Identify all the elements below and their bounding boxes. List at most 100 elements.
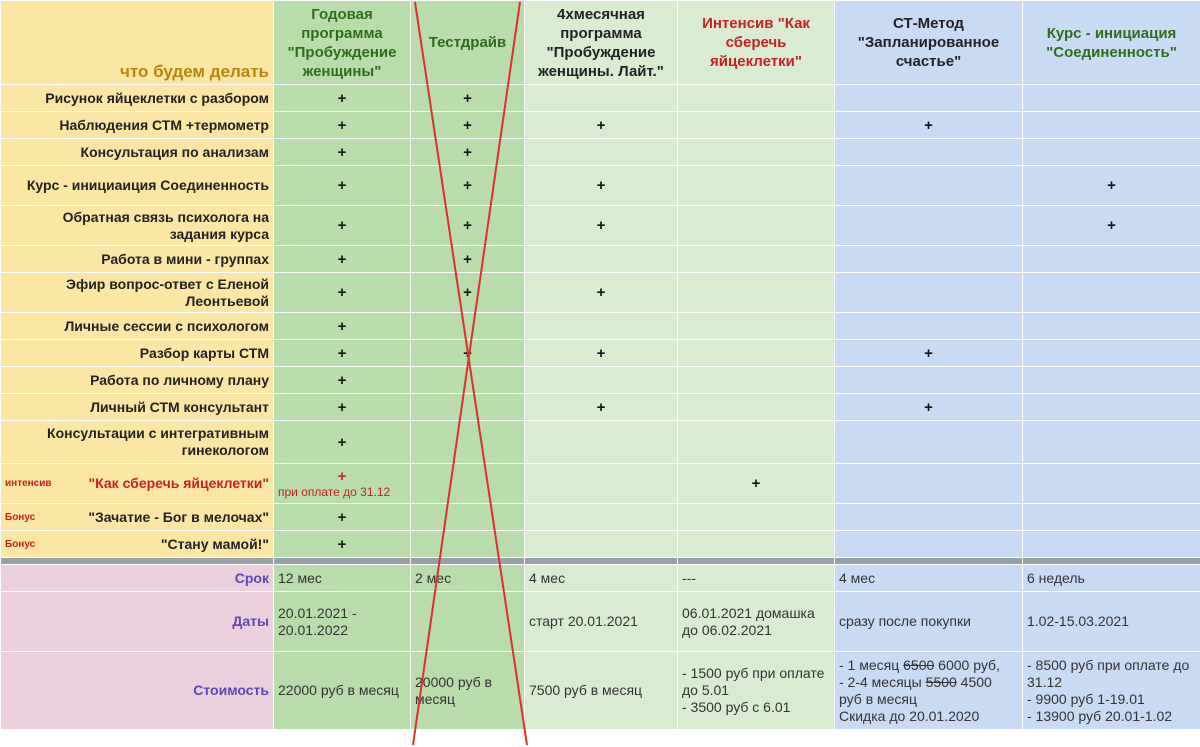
mark-cell: + (273, 205, 411, 246)
mark-cell (677, 420, 835, 464)
feature-text: Рисунок яйцеклетки с разбором (45, 89, 269, 106)
feature-prefix: интенсив (5, 478, 52, 489)
mark-cell (1022, 366, 1200, 394)
price-part: Скидка до 20.01.2020 (839, 707, 980, 724)
plus-mark: + (337, 250, 347, 268)
plus-mark: + (337, 467, 347, 485)
feature-row: Эфир вопрос-ответ с Еленой Леонтьевой + + + (0, 272, 1200, 313)
plus-mark: + (337, 89, 347, 107)
mark-cell (524, 530, 678, 558)
feature-prefix: Бонус (5, 538, 36, 550)
mark-cell (410, 503, 525, 531)
mark-cell (1022, 530, 1200, 558)
mark-cell: + (273, 530, 411, 558)
mark-cell: + (410, 245, 525, 273)
feature-label: Бонус "Стану мамой!" (0, 530, 274, 558)
mark-cell: + (273, 312, 411, 340)
mark-cell: + (273, 111, 411, 139)
info-row: Стоимость 22000 руб в месяц 20000 руб в ме… (0, 651, 1200, 730)
price-part: 6000 руб, (934, 656, 1000, 673)
info-value: 4 мес (834, 564, 1023, 592)
info-value: - 1500 руб при оплате до 5.01 - 3500 руб… (677, 651, 835, 730)
info-value: 2 мес (410, 564, 525, 592)
mark-cell (1022, 138, 1200, 166)
feature-label: Консультация по анализам (0, 138, 274, 166)
mark-cell (1022, 420, 1200, 464)
mark-cell: + (524, 205, 678, 246)
mark-cell (677, 530, 835, 558)
info-row: Срок 12 мес 2 мес 4 мес --- 4 мес 6 недель (0, 564, 1200, 592)
mark-cell (1022, 111, 1200, 139)
feature-text: Наблюдения СТМ +термометр (59, 116, 269, 133)
mark-cell (524, 312, 678, 340)
mark-cell (677, 111, 835, 139)
mark-cell (677, 312, 835, 340)
mark-cell: + (410, 165, 525, 206)
plus-mark: + (1107, 217, 1116, 234)
price-part: 5500 (925, 673, 957, 690)
mark-cell: + (410, 339, 525, 367)
feature-text: Работа в мини - группах (101, 250, 269, 267)
mark-cell: + (410, 111, 525, 139)
info-value: --- (677, 564, 835, 592)
mark-cell (677, 339, 835, 367)
feature-prefix: Бонус (5, 511, 36, 523)
plus-mark: + (751, 475, 761, 492)
plus-mark: + (596, 344, 606, 362)
feature-row: Бонус "Зачатие - Бог в мелочах" + (0, 503, 1200, 531)
plus-mark: + (337, 508, 347, 526)
feature-label: Работа в мини - группах (0, 245, 274, 273)
mark-cell: + (273, 420, 411, 464)
feature-text: Личный СТМ консультант (90, 398, 269, 415)
feature-text: Консультации с интегративным гинекологом (47, 425, 269, 458)
feature-label: Курс - инициаиция Соединенность (0, 165, 274, 206)
mark-cell: + (524, 339, 678, 367)
plus-mark: + (463, 250, 472, 268)
mark-cell (410, 463, 525, 504)
column-header-4: Интенсив "Как сберечь яйцеклетки" (677, 0, 835, 85)
plus-mark: + (337, 116, 347, 134)
plus-mark: + (463, 116, 472, 134)
mark-cell: + (1022, 205, 1200, 246)
info-value: 6 недель (1022, 564, 1200, 592)
mark-cell (1022, 463, 1200, 504)
plus-mark: + (337, 433, 347, 451)
plus-mark: + (924, 116, 933, 134)
feature-row: Консультация по анализам + + (0, 138, 1200, 166)
feature-text: Обратная связь психолога на задания курс… (62, 208, 269, 242)
mark-cell: + (273, 84, 411, 112)
mark-cell (677, 272, 835, 313)
mark-cell (834, 272, 1023, 313)
mark-cell: + (524, 165, 678, 206)
plus-mark: + (596, 177, 606, 194)
feature-row: Работа по личному плану + (0, 366, 1200, 394)
mark-cell (524, 138, 678, 166)
plus-mark: + (337, 217, 347, 234)
info-label: Срок (0, 564, 274, 592)
info-value: старт 20.01.2021 (524, 591, 678, 652)
feature-row: Личный СТМ консультант + + + (0, 393, 1200, 421)
column-header-2: Тестдрайв (410, 0, 525, 85)
mark-cell (524, 245, 678, 273)
mark-cell (410, 530, 525, 558)
mark-cell (834, 84, 1023, 112)
info-value: 20.01.2021 - 20.01.2022 (273, 591, 411, 652)
mark-cell: + (524, 272, 678, 313)
mark-cell (524, 503, 678, 531)
info-value: - 1 месяц 6500 6000 руб, - 2-4 месяцы 550… (834, 651, 1023, 730)
mark-cell (834, 138, 1023, 166)
info-value: 4 мес (524, 564, 678, 592)
feature-text: "Зачатие - Бог в мелочах" (88, 508, 269, 525)
mark-cell (410, 420, 525, 464)
mark-cell: + (1022, 165, 1200, 206)
mark-cell (834, 420, 1023, 464)
feature-label: Разбор карты СТМ (0, 339, 274, 367)
feature-label: Работа по личному плану (0, 366, 274, 394)
info-value (410, 591, 525, 652)
header-title: что будем делать (0, 0, 274, 85)
mark-cell (1022, 245, 1200, 273)
feature-label: Консультации с интегративным гинекологом (0, 420, 274, 464)
mark-cell (834, 463, 1023, 504)
info-value: 7500 руб в месяц (524, 651, 678, 730)
mark-cell: + (834, 111, 1023, 139)
